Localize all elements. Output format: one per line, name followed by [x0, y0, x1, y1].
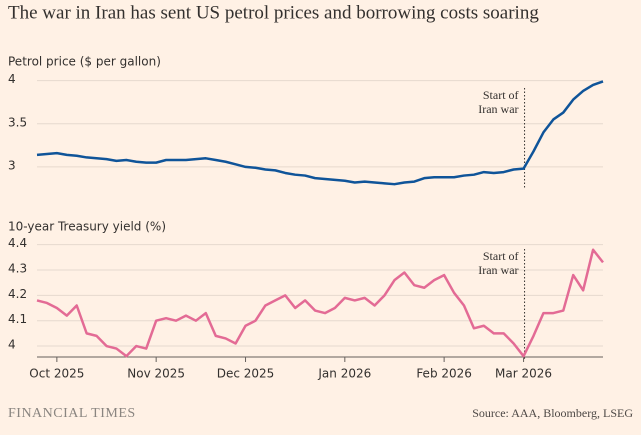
x-tick-label: Dec 2025: [217, 367, 275, 381]
x-tick-label: Nov 2025: [127, 367, 185, 381]
y-tick-label: 3: [8, 158, 16, 172]
annotation: Start of: [483, 88, 519, 102]
y-tick-label: 4.1: [8, 312, 27, 326]
x-tick-label: Feb 2026: [416, 367, 472, 381]
annotation: Iran war: [478, 102, 518, 116]
y-tick-label: 3.5: [8, 115, 27, 129]
y-tick-label: 4.2: [8, 287, 27, 301]
y-tick-label: 4.3: [8, 262, 27, 276]
x-tick-label: Jan 2026: [317, 367, 371, 381]
page-title: The war in Iran has sent US petrol price…: [8, 2, 539, 23]
line-series: [36, 248, 604, 358]
y-tick-label: 4: [8, 338, 16, 352]
panel-title: Petrol price ($ per gallon): [8, 55, 161, 69]
panel-title: 10-year Treasury yield (%): [8, 220, 166, 234]
x-tick-label: Mar 2026: [495, 367, 552, 381]
y-tick-label: 4.4: [8, 236, 27, 250]
source: Source: AAA, Bloomberg, LSEG: [472, 406, 633, 420]
line-series: [36, 80, 604, 186]
y-tick-label: 4: [8, 72, 16, 86]
annotation: Iran war: [478, 263, 518, 277]
brand: FINANCIAL TIMES: [8, 406, 136, 421]
annotation: Start of: [483, 249, 519, 263]
x-tick-label: Oct 2025: [29, 367, 84, 381]
